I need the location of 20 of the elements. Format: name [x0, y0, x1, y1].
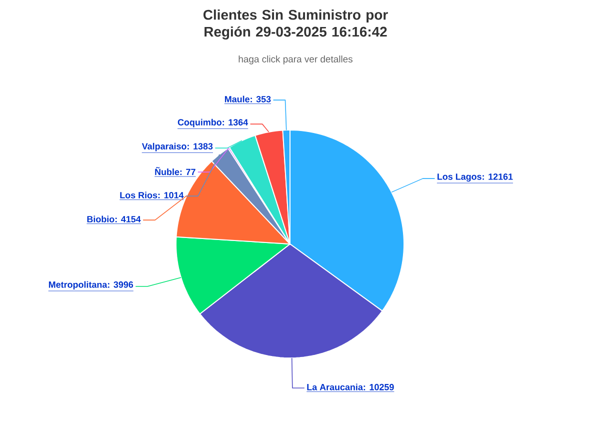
slice-label: Los Lagos — [438, 174, 482, 182]
slice-label: La Araucania — [307, 384, 363, 390]
slice-label: Maule — [224, 96, 250, 102]
data-label: : 10259 — [364, 384, 394, 390]
data-label: : 1383 — [188, 143, 213, 150]
slice-label: Los Rios — [120, 192, 158, 198]
chart-subtitle: haga click para ver detalles — [238, 56, 352, 64]
data-label: : 12161 — [482, 173, 513, 180]
data-label: : 3996 — [108, 281, 134, 288]
slice-label: Valparaiso — [142, 142, 186, 152]
slice-label: Metropolitana — [48, 281, 108, 290]
chart-title: Clientes Sin Suministro por Región 29-03-2025 16:16:42 — [203, 10, 388, 40]
data-label: : 4154 — [115, 216, 141, 222]
slice-label: Biobio — [87, 216, 114, 222]
data-label: : 353 — [250, 96, 271, 102]
data-label: : 1364 — [222, 119, 248, 126]
data-label: : 77 — [180, 168, 196, 176]
slice-label: Ñuble — [155, 167, 180, 176]
slice-label: Coquimbo — [178, 118, 222, 128]
data-label: : 1014 — [158, 192, 184, 198]
